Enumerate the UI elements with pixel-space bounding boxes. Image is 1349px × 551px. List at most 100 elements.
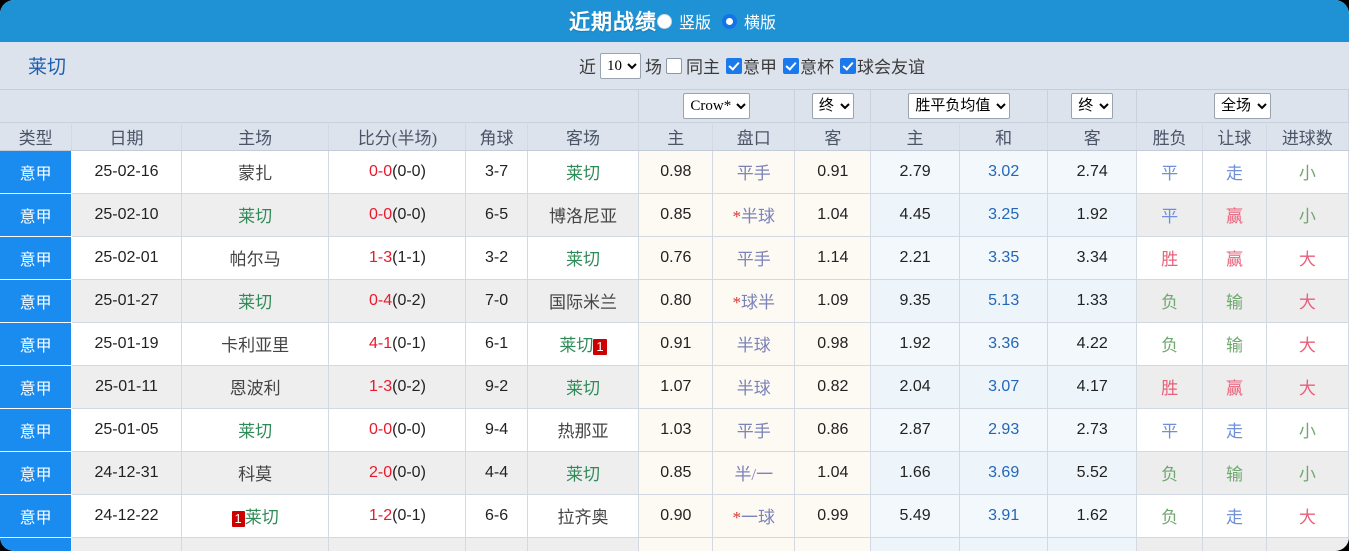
table-row[interactable]: 意甲 25-01-11 恩波利 1-3(0-2) 9-2 莱切 1.07 半球 0.82 2.04…: [0, 365, 1349, 409]
cell-type[interactable]: 意甲: [0, 150, 73, 194]
odds-stage-select[interactable]: 终: [1071, 92, 1114, 119]
cell-type[interactable]: 意甲: [0, 451, 73, 495]
cell-score[interactable]: 0-4(0-2): [328, 279, 467, 323]
cell-type[interactable]: 意甲: [0, 322, 73, 366]
cell-score[interactable]: 1-2(0-1): [328, 494, 467, 538]
cell-eu-home: 2.79: [870, 150, 960, 194]
league-filter-friendly[interactable]: 球会友谊: [840, 53, 925, 78]
team-name: 莱切: [559, 336, 594, 355]
table-row[interactable]: 意甲 25-01-27 莱切 0-4(0-2) 7-0 国际米兰 0.80 *球半 1.09 9.…: [0, 279, 1349, 323]
radio-vertical-view[interactable]: [656, 13, 672, 29]
table-row[interactable]: 意甲 25-01-19 卡利亚里 4-1(0-1) 6-1 莱切 1 0.91 半球 0.98 1.…: [0, 322, 1349, 366]
handicap-stage-select[interactable]: 终: [811, 92, 854, 119]
table-row[interactable]: 意甲 24-12-22 1 莱切 1-2(0-1) 6-6 拉齐奥 0.90 *一球 0.99 5.…: [0, 494, 1349, 538]
cell-type[interactable]: 意甲: [0, 365, 73, 409]
cell-home-team[interactable]: 恩波利: [181, 365, 330, 409]
checkbox-friendly[interactable]: [840, 57, 856, 74]
checkbox-coppa[interactable]: [783, 57, 799, 74]
cell-score[interactable]: 4-1(0-1): [328, 322, 467, 366]
cell-odds-away: 0.99: [794, 494, 872, 538]
cell-away-team[interactable]: 拉齐奥: [527, 494, 640, 538]
team-name: 莱切: [238, 207, 273, 226]
cell-result-wl: 胜: [1136, 236, 1204, 280]
team-name: 卡利亚里: [221, 336, 290, 355]
league-label-friendly: 球会友谊: [857, 58, 925, 77]
team-name: 莱切: [238, 422, 273, 441]
cell-away-team[interactable]: 博洛尼亚: [527, 193, 640, 237]
table-row[interactable]: 意甲 25-02-10 莱切 0-0(0-0) 6-5 博洛尼亚 0.85 *半球 1.04 4.…: [0, 193, 1349, 237]
col-score: 比分(半场): [328, 121, 467, 151]
cell-home-team[interactable]: 莱切: [181, 537, 330, 551]
same-home-checkbox[interactable]: [666, 57, 682, 74]
odds-type-select[interactable]: 胜平负均值: [908, 92, 1011, 119]
checkbox-seriea[interactable]: [726, 57, 742, 74]
view-mode-options: 竖版 横版: [656, 9, 780, 33]
cell-eu-away: 1.92: [1047, 193, 1137, 237]
cell-type[interactable]: 意甲: [0, 236, 73, 280]
cell-date: 25-01-19: [71, 322, 182, 366]
cell-home-team[interactable]: 科莫: [181, 451, 330, 495]
cell-eu-away: 2.92: [1047, 537, 1137, 551]
cell-score[interactable]: 2-1(2-1): [328, 537, 467, 551]
cell-away-team[interactable]: 莱切: [527, 150, 640, 194]
team-name: 蒙扎: [238, 164, 273, 183]
cell-odds-home: 1.07: [638, 365, 714, 409]
cell-odds-away: 0.98: [794, 322, 872, 366]
cell-type[interactable]: 意甲: [0, 408, 73, 452]
recent-label: 近: [579, 58, 596, 77]
cell-score[interactable]: 0-0(0-0): [328, 408, 467, 452]
cell-home-team[interactable]: 卡利亚里: [181, 322, 330, 366]
page-title: 近期战绩: [568, 11, 657, 34]
cell-away-team[interactable]: 莱切: [527, 451, 640, 495]
cell-score[interactable]: 1-3(0-2): [328, 365, 467, 409]
radio-horizontal-view[interactable]: [722, 13, 737, 29]
cell-home-team[interactable]: 莱切: [181, 408, 330, 452]
table-row[interactable]: 意甲24-12-15莱切2-1(2-1)2-7蒙扎0.90平手0.992.632…: [0, 537, 1349, 551]
cell-home-team[interactable]: 帕尔马: [181, 236, 330, 280]
cell-score[interactable]: 0-0(0-0): [328, 193, 467, 237]
cell-date: 25-02-01: [71, 236, 182, 280]
cell-score[interactable]: 2-0(0-0): [328, 451, 467, 495]
cell-home-team[interactable]: 1 莱切: [181, 494, 330, 538]
cell-result-handicap: 走: [1202, 494, 1267, 538]
bookmaker-select[interactable]: Crow*: [683, 92, 751, 119]
cell-type[interactable]: 意甲: [0, 279, 73, 323]
cell-result-wl: 负: [1136, 322, 1204, 366]
cell-score[interactable]: 0-0(0-0): [328, 150, 467, 194]
cell-score[interactable]: 1-3(1-1): [328, 236, 467, 280]
cell-away-team[interactable]: 蒙扎: [527, 537, 640, 551]
table-row[interactable]: 意甲 25-02-16 蒙扎 0-0(0-0) 3-7 莱切 0.98 平手 0.91 2.79 3…: [0, 150, 1349, 194]
cell-type[interactable]: 意甲: [0, 193, 73, 237]
cell-date: 25-01-05: [71, 408, 182, 452]
table-row[interactable]: 意甲 25-01-05 莱切 0-0(0-0) 9-4 热那亚 1.03 平手 0.86 2.87…: [0, 408, 1349, 452]
cell-away-team[interactable]: 莱切: [527, 365, 640, 409]
match-count-select[interactable]: 10: [600, 52, 641, 79]
league-filter-coppa[interactable]: 意杯: [783, 53, 834, 78]
matches-label: 场: [645, 58, 662, 77]
cell-home-team[interactable]: 莱切: [181, 193, 330, 237]
cell-result-wl: 平: [1136, 193, 1204, 237]
table-row[interactable]: 意甲 25-02-01 帕尔马 1-3(1-1) 3-2 莱切 0.76 平手 1.14 2.21…: [0, 236, 1349, 280]
cell-result-handicap: 赢: [1202, 537, 1267, 551]
cell-type[interactable]: 意甲: [0, 494, 73, 538]
cell-eu-home: 5.49: [870, 494, 960, 538]
cell-type[interactable]: 意甲: [0, 537, 73, 551]
card-badge: 1: [593, 338, 607, 355]
col-eu-home: 主: [870, 121, 960, 151]
cell-eu-home: 1.92: [870, 322, 960, 366]
cell-result-wl: 平: [1136, 150, 1204, 194]
cell-away-team[interactable]: 莱切 1: [527, 322, 640, 366]
league-filter-seriea[interactable]: 意甲: [726, 53, 777, 78]
cell-away-team[interactable]: 热那亚: [527, 408, 640, 452]
table-row[interactable]: 意甲 24-12-31 科莫 2-0(0-0) 4-4 莱切 0.85 半/一 1.04 1.66…: [0, 451, 1349, 495]
cell-date: 24-12-22: [71, 494, 182, 538]
cell-result-goals: 小: [1266, 451, 1349, 495]
cell-away-team[interactable]: 国际米兰: [527, 279, 640, 323]
cell-eu-draw: 2.99: [959, 537, 1049, 551]
cell-odds-home: 0.80: [638, 279, 714, 323]
cell-corner: 9-2: [465, 365, 528, 409]
cell-home-team[interactable]: 莱切: [181, 279, 330, 323]
cell-home-team[interactable]: 蒙扎: [181, 150, 330, 194]
cell-away-team[interactable]: 莱切: [527, 236, 640, 280]
scope-select[interactable]: 全场: [1213, 92, 1271, 119]
